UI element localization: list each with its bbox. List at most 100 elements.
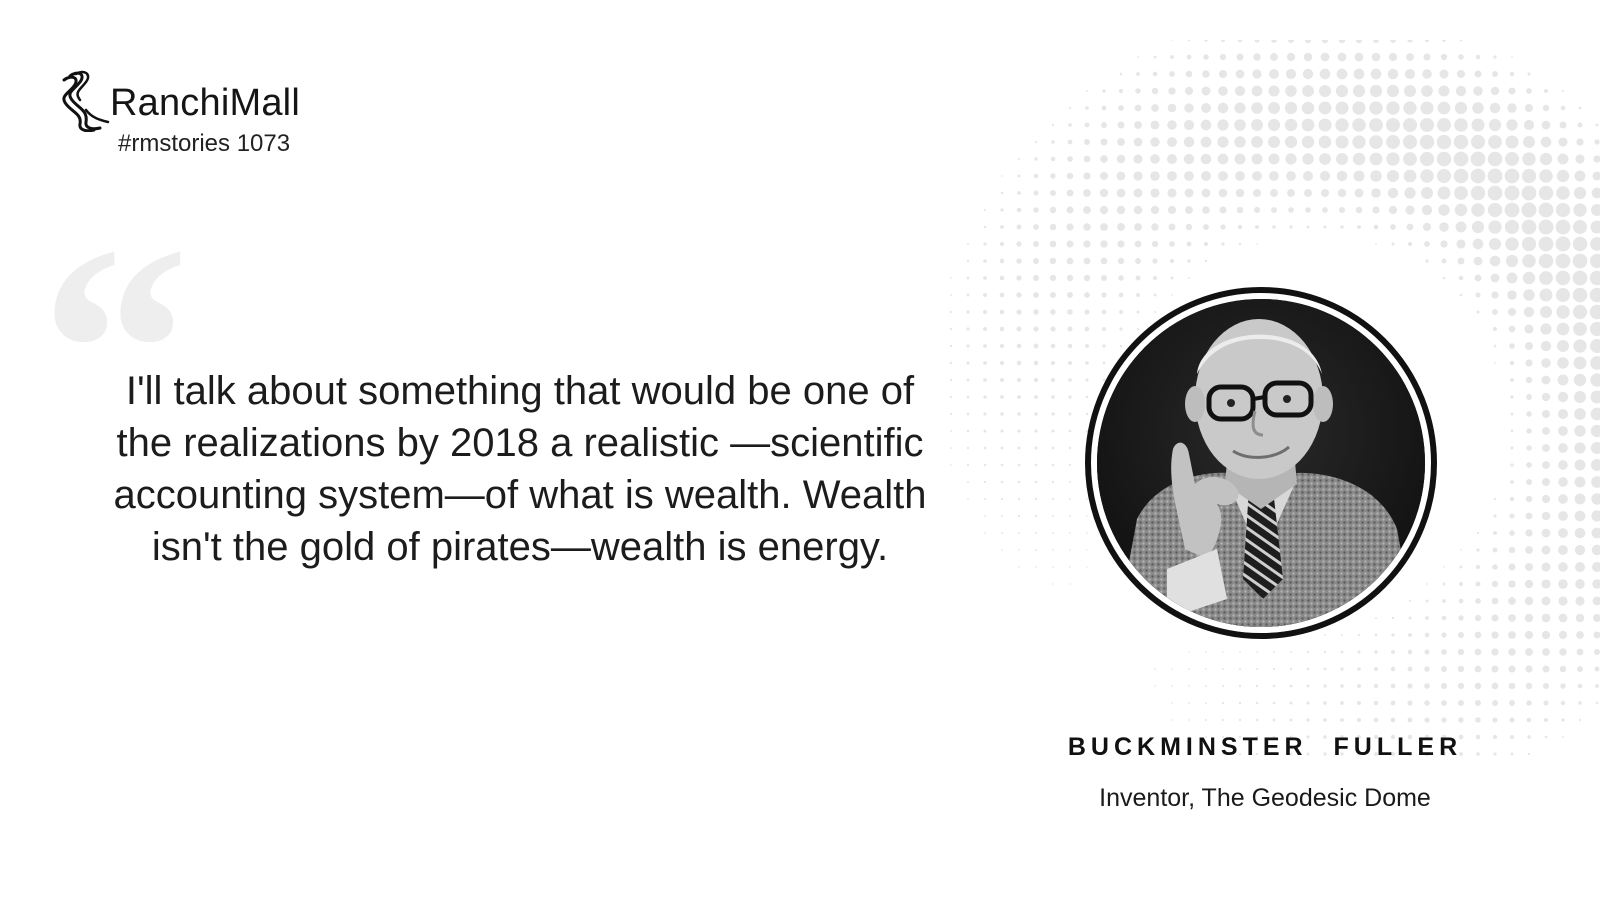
halftone-dot: [1560, 683, 1566, 689]
halftone-dot: [1475, 717, 1481, 723]
halftone-dot: [1255, 667, 1259, 671]
quote-mark-icon: “: [40, 184, 190, 516]
halftone-dot: [1051, 140, 1055, 144]
halftone-dot: [1185, 206, 1193, 214]
halftone-dot: [1542, 104, 1550, 112]
halftone-dot: [999, 292, 1005, 298]
halftone-dot: [1353, 68, 1365, 80]
halftone-dot: [1205, 685, 1207, 687]
halftone-dot: [949, 429, 953, 433]
halftone-dot: [1340, 701, 1344, 705]
halftone-dot: [1510, 752, 1514, 756]
halftone-dot: [1559, 648, 1567, 656]
halftone-dot: [1420, 169, 1434, 183]
halftone-dot: [1118, 88, 1124, 94]
halftone-dot: [1475, 598, 1481, 604]
halftone-dot: [1323, 225, 1327, 229]
halftone-dot: [1335, 152, 1349, 166]
halftone-dot: [983, 293, 987, 297]
halftone-dot: [1424, 666, 1430, 672]
halftone-dot: [1492, 326, 1498, 332]
halftone-dot: [1255, 718, 1259, 722]
halftone-dot: [1475, 734, 1481, 740]
halftone-dot: [1475, 581, 1481, 587]
halftone-dot: [1590, 373, 1600, 387]
halftone-dot: [1404, 85, 1416, 97]
halftone-dot: [1222, 651, 1224, 653]
halftone-dot: [1509, 513, 1515, 519]
halftone-dot: [1458, 700, 1464, 706]
halftone-dot: [1525, 512, 1533, 520]
halftone-dot: [1016, 275, 1022, 281]
halftone-dot: [1188, 719, 1190, 721]
halftone-dot: [1167, 137, 1177, 147]
halftone-dot: [1217, 136, 1229, 148]
halftone-dot: [1188, 702, 1190, 704]
halftone-dot: [1522, 152, 1536, 166]
halftone-dot: [1403, 169, 1417, 183]
halftone-dot: [1171, 702, 1173, 704]
halftone-dot: [1542, 410, 1550, 418]
halftone-dot: [1150, 188, 1160, 198]
halftone-dot: [1487, 151, 1503, 167]
halftone-dot: [1541, 528, 1551, 538]
halftone-dot: [1034, 395, 1038, 399]
halftone-dot: [1337, 52, 1347, 62]
halftone-dot: [1573, 322, 1587, 336]
halftone-dot: [1102, 344, 1106, 348]
halftone-dot: [1284, 135, 1298, 149]
halftone-dot: [1574, 425, 1586, 437]
halftone-dot: [1590, 424, 1600, 438]
halftone-dot: [1221, 684, 1225, 688]
halftone-dot: [949, 395, 953, 399]
halftone-dot: [1086, 532, 1088, 534]
halftone-dot: [1234, 119, 1246, 131]
halftone-dot: [1425, 752, 1429, 756]
halftone-dot: [1509, 71, 1515, 77]
halftone-dot: [1052, 549, 1054, 551]
halftone-dot: [1067, 156, 1073, 162]
halftone-dot: [1544, 718, 1548, 722]
halftone-dot: [1183, 153, 1195, 165]
halftone-dot: [949, 361, 953, 365]
halftone-dot: [1453, 151, 1469, 167]
halftone-dot: [1541, 545, 1551, 555]
halftone-dot: [1470, 185, 1486, 201]
halftone-dot: [1256, 651, 1258, 653]
halftone-dot: [1085, 378, 1089, 382]
halftone-dot: [1391, 242, 1395, 246]
halftone-dot: [1406, 223, 1414, 231]
halftone-dot: [1487, 168, 1503, 184]
halftone-dot: [1419, 151, 1435, 167]
halftone-dot: [1001, 549, 1003, 551]
halftone-dot: [1454, 203, 1468, 217]
halftone-dot: [1442, 40, 1446, 42]
halftone-dot: [1424, 700, 1430, 706]
halftone-dot: [1407, 40, 1413, 43]
halftone-dot: [1493, 344, 1497, 348]
halftone-dot: [966, 463, 970, 467]
halftone-dot: [999, 241, 1005, 247]
halftone-dot: [1067, 360, 1073, 366]
halftone-dot: [1201, 86, 1211, 96]
halftone-dot: [1269, 69, 1279, 79]
halftone-dot: [1256, 243, 1258, 245]
halftone-dot: [1017, 157, 1021, 161]
halftone-dot: [1237, 224, 1243, 230]
halftone-dot: [1068, 412, 1072, 416]
halftone-dot: [1524, 613, 1534, 623]
halftone-dot: [1489, 102, 1501, 114]
halftone-dot: [1220, 224, 1226, 230]
halftone-dot: [1558, 545, 1568, 555]
halftone-dot: [1017, 463, 1021, 467]
halftone-dot: [1352, 118, 1366, 132]
halftone-dot: [1086, 498, 1088, 500]
halftone-dot: [1508, 614, 1516, 622]
halftone-dot: [949, 327, 953, 331]
halftone-dot: [1016, 360, 1022, 366]
halftone-dot: [1526, 479, 1532, 485]
halftone-dot: [1306, 718, 1310, 722]
halftone-dot: [1441, 717, 1447, 723]
halftone-dot: [1067, 139, 1073, 145]
halftone-dot: [1000, 497, 1004, 501]
